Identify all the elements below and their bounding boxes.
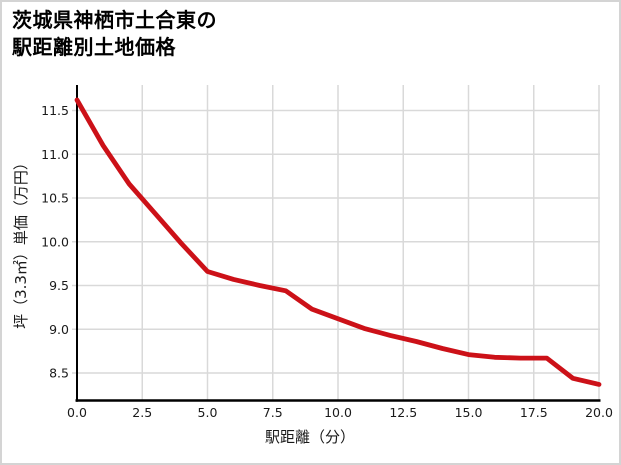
x-tick-label: 5.0 [198,405,218,420]
y-tick-label: 10.0 [41,234,69,249]
y-tick-label: 8.5 [49,366,69,381]
x-tick-label: 2.5 [132,405,152,420]
chart-title-line2: 駅距離別土地価格 [12,35,176,59]
x-tick-label: 20.0 [585,405,613,420]
x-tick-label: 12.5 [389,405,417,420]
y-tick-label: 11.0 [41,147,69,162]
y-tick-label: 9.5 [49,278,69,293]
y-tick-label: 11.5 [41,103,69,118]
chart-title: 茨城県神栖市土合東の 駅距離別土地価格 [12,7,217,61]
price-line [74,97,602,387]
y-tick-label: 9.0 [49,322,69,337]
x-axis-label: 駅距離（分） [265,428,355,446]
x-tick-label: 10.0 [324,405,352,420]
x-tick-label: 0.0 [67,405,87,420]
chart-title-line1: 茨城県神栖市土合東の [12,8,217,32]
x-tick-label: 7.5 [263,405,283,420]
y-axis-label: 坪（3.3㎡）単価（万円） [12,155,30,329]
x-tick-label: 15.0 [455,405,483,420]
x-tick-label: 17.5 [520,405,548,420]
y-tick-label: 10.5 [41,191,69,206]
